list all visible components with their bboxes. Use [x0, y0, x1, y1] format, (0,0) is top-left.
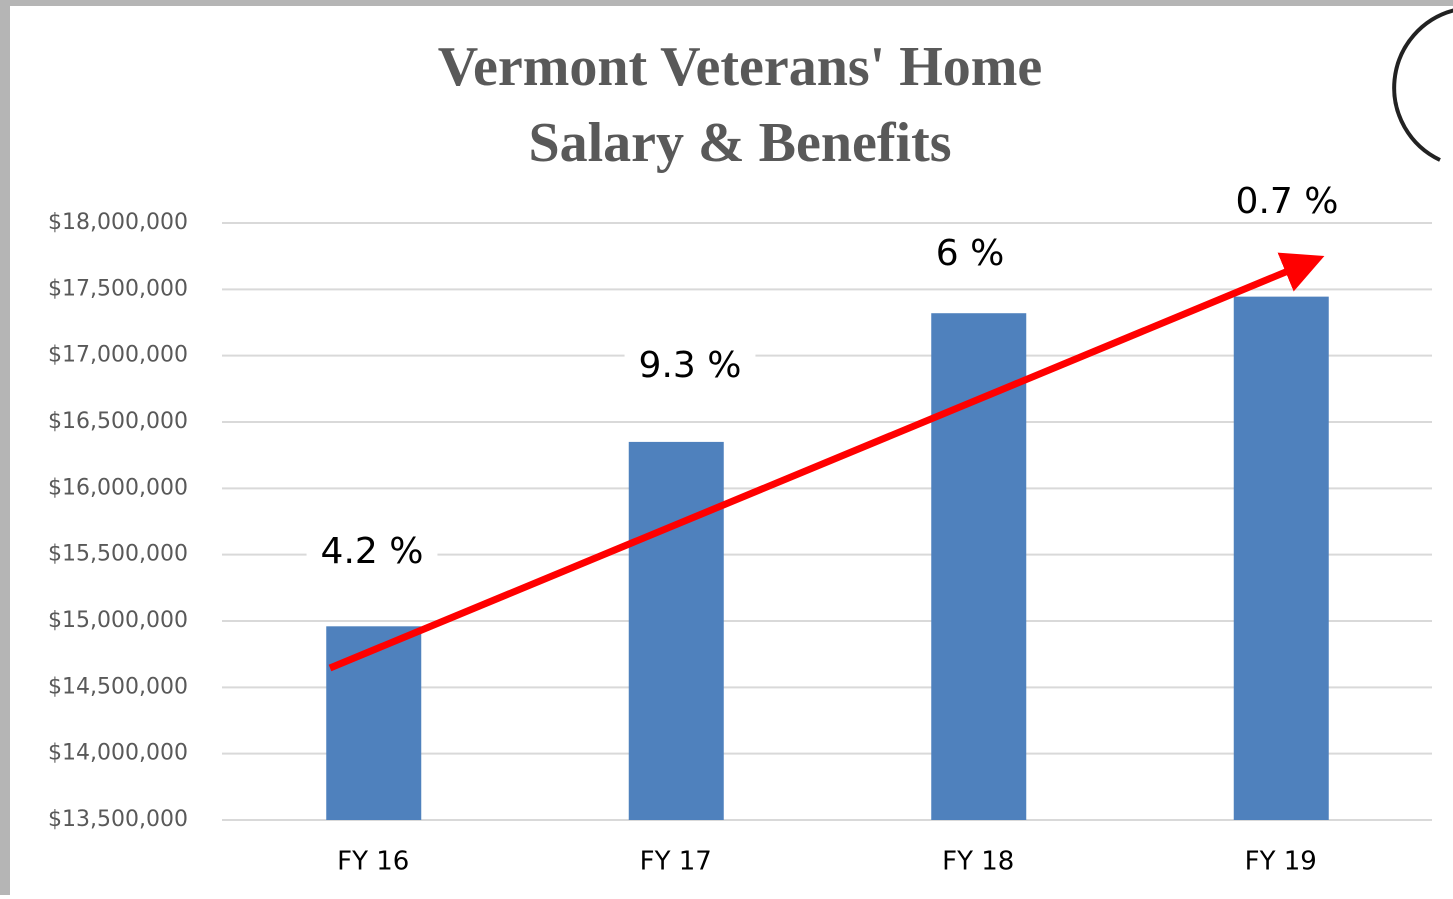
growth-annotation: 0.7 % — [1236, 181, 1339, 222]
y-tick-label: $16,000,000 — [48, 475, 188, 500]
bar — [1233, 296, 1329, 820]
trend-arrow — [328, 252, 1325, 672]
labels: FY 16 FY 17 FY 18 FY 19 4.2 % 9.3 % 6 % 0.7 % — [306, 181, 1353, 877]
x-tick-label: FY 16 — [337, 847, 409, 877]
bar — [931, 313, 1027, 820]
chart-area — [10, 6, 1453, 895]
y-tick-label: $17,000,000 — [48, 343, 188, 368]
chart-title: Vermont Veterans' Home — [438, 36, 1043, 98]
y-tick-label: $15,500,000 — [48, 542, 188, 567]
bar — [326, 626, 422, 820]
y-tick-label: $14,500,000 — [48, 674, 188, 699]
y-tick-label: $17,500,000 — [48, 276, 188, 301]
y-tick-label: $15,000,000 — [48, 608, 188, 633]
bars — [326, 296, 1329, 820]
annotation-background — [1221, 181, 1353, 222]
chart-title: Salary & Benefits — [528, 112, 951, 174]
growth-annotation: 9.3 % — [639, 345, 742, 386]
x-tick-label: FY 17 — [640, 847, 712, 877]
growth-annotation: 6 % — [936, 233, 1005, 274]
logo-edge — [1392, 8, 1453, 162]
y-tick-label: $18,000,000 — [48, 210, 188, 235]
annotation-background — [921, 233, 1019, 274]
grid: $13,500,000 $14,000,000 $14,500,000 $15,000… — [48, 210, 1432, 832]
annotation-background — [306, 531, 438, 572]
y-tick-label: $16,500,000 — [48, 409, 188, 434]
bar — [628, 441, 724, 820]
x-tick-label: FY 19 — [1245, 847, 1317, 877]
growth-annotation: 4.2 % — [321, 531, 424, 572]
y-tick-label: $13,500,000 — [48, 807, 188, 832]
y-tick-label: $14,000,000 — [48, 741, 188, 766]
annotation-background — [624, 345, 756, 386]
x-tick-label: FY 18 — [942, 847, 1014, 877]
